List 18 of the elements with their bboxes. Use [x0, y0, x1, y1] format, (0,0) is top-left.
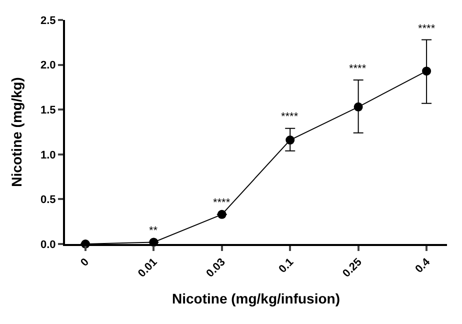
x-tick-label: 0.01: [136, 256, 160, 280]
annotation: **: [149, 225, 158, 237]
y-tick-label: 1.5: [40, 104, 56, 116]
y-tick-label: 0.0: [40, 238, 56, 251]
y-axis-title: Nicotine (mg/kg): [8, 77, 25, 187]
y-tick-label: 0.5: [40, 194, 56, 206]
annotation: ****: [418, 23, 436, 35]
x-tick-label: 0.4: [413, 256, 434, 276]
y-tick-label: 2.0: [40, 60, 56, 72]
annotation: ****: [281, 111, 299, 123]
annotation: ****: [349, 63, 367, 75]
x-axis-title: Nicotine (mg/kg/infusion): [172, 290, 340, 307]
x-tick-label: 0: [78, 256, 92, 270]
y-tick-label: 1.0: [40, 149, 56, 162]
y-tick-label: 2.5: [40, 14, 56, 27]
annotation: ****: [213, 197, 231, 209]
x-tick-label: 0.03: [204, 256, 228, 280]
x-tick-label: 0.1: [276, 256, 296, 276]
